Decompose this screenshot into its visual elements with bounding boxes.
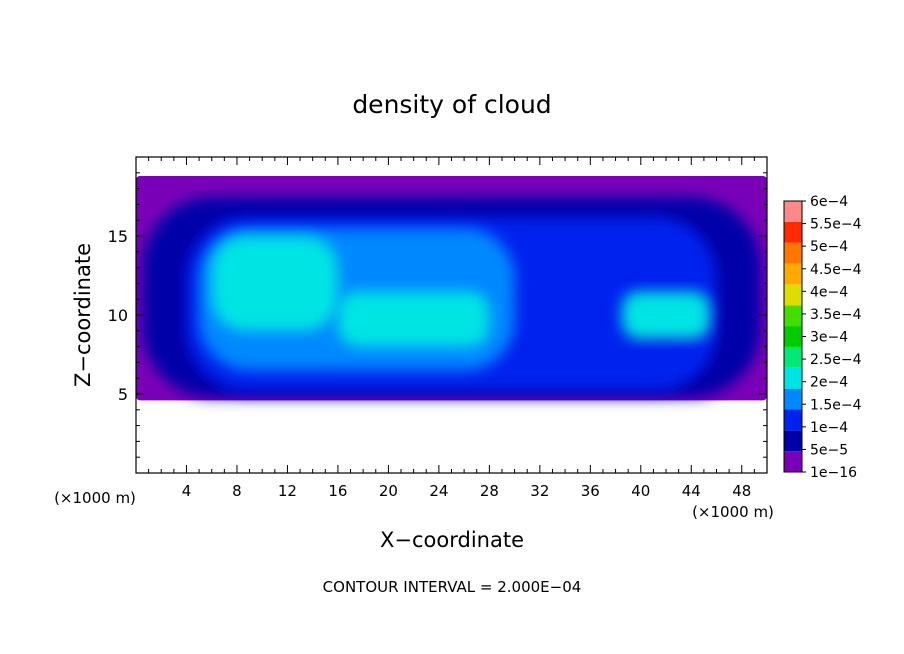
colorbar-label: 4e−4 xyxy=(810,284,848,300)
colorbar-swatch xyxy=(784,201,802,222)
x-tick-label: 28 xyxy=(480,482,499,500)
x-tick-label: 48 xyxy=(732,482,751,500)
colorbar-swatch xyxy=(784,430,802,452)
density-field xyxy=(136,175,767,401)
chart-title: density of cloud xyxy=(352,90,551,119)
x-tick-label: 36 xyxy=(581,482,600,500)
y-axis-ticks: 5 10 15 xyxy=(108,172,767,458)
colorbar-swatch xyxy=(784,263,802,285)
y-tick-label: 15 xyxy=(108,227,128,246)
colorbar-label: 5e−5 xyxy=(810,442,848,458)
x-tick-label: 24 xyxy=(429,482,448,500)
colorbar-label: 6e−4 xyxy=(810,194,848,210)
colorbar-swatch xyxy=(784,305,802,327)
density-region-level-4 xyxy=(621,291,711,339)
colorbar-swatch xyxy=(784,284,802,306)
colorbar-label: 3.5e−4 xyxy=(810,307,862,323)
colorbar-label: 2.5e−4 xyxy=(810,352,862,368)
colorbar-label: 2e−4 xyxy=(810,375,848,391)
colorbar-swatch xyxy=(784,326,802,347)
colorbar-swatch xyxy=(784,451,802,472)
y-tick-label: 5 xyxy=(118,385,128,404)
y-tick-label: 10 xyxy=(108,306,128,325)
colorbar-label: 3e−4 xyxy=(810,330,848,346)
colorbar-swatch xyxy=(784,409,802,431)
x-axis-label: X−coordinate xyxy=(380,528,524,552)
x-tick-label: 20 xyxy=(379,482,398,500)
y-axis-label: Z−coordinate xyxy=(71,243,95,387)
colorbar-swatch xyxy=(784,221,802,243)
colorbar-label: 5e−4 xyxy=(810,239,848,255)
colorbar-swatch xyxy=(784,346,802,368)
contour-interval-footer: CONTOUR INTERVAL = 2.000E−04 xyxy=(323,578,582,596)
density-region-level-4 xyxy=(337,291,490,347)
density-region-level-4 xyxy=(211,236,338,331)
x-tick-label: 12 xyxy=(278,482,297,500)
colorbar-label: 1e−16 xyxy=(810,465,857,481)
x-axis-ticks: 4 8 12 16 20 24 28 32 36 40 44 48 xyxy=(148,157,755,500)
x-tick-label: 44 xyxy=(682,482,701,500)
colorbar-swatch xyxy=(784,242,802,264)
x-tick-label: 32 xyxy=(530,482,549,500)
colorbar-label: 1.5e−4 xyxy=(810,397,862,413)
x-unit-label-right: (×1000 m) xyxy=(692,503,774,521)
x-tick-label: 4 xyxy=(182,482,192,500)
colorbar-swatch xyxy=(784,367,802,389)
x-tick-label: 16 xyxy=(328,482,347,500)
colorbar: 1e−16 5e−5 1e−4 1.5e−4 2e−4 2.5e−4 3e−4 3.5e−4 4… xyxy=(783,194,862,481)
colorbar-label: 1e−4 xyxy=(810,420,848,436)
colorbar-label: 4.5e−4 xyxy=(810,262,862,278)
colorbar-label: 5.5e−4 xyxy=(810,217,862,233)
x-unit-label-left: (×1000 m) xyxy=(54,489,136,507)
x-tick-label: 8 xyxy=(232,482,242,500)
x-tick-label: 40 xyxy=(631,482,650,500)
colorbar-swatch xyxy=(784,388,802,410)
